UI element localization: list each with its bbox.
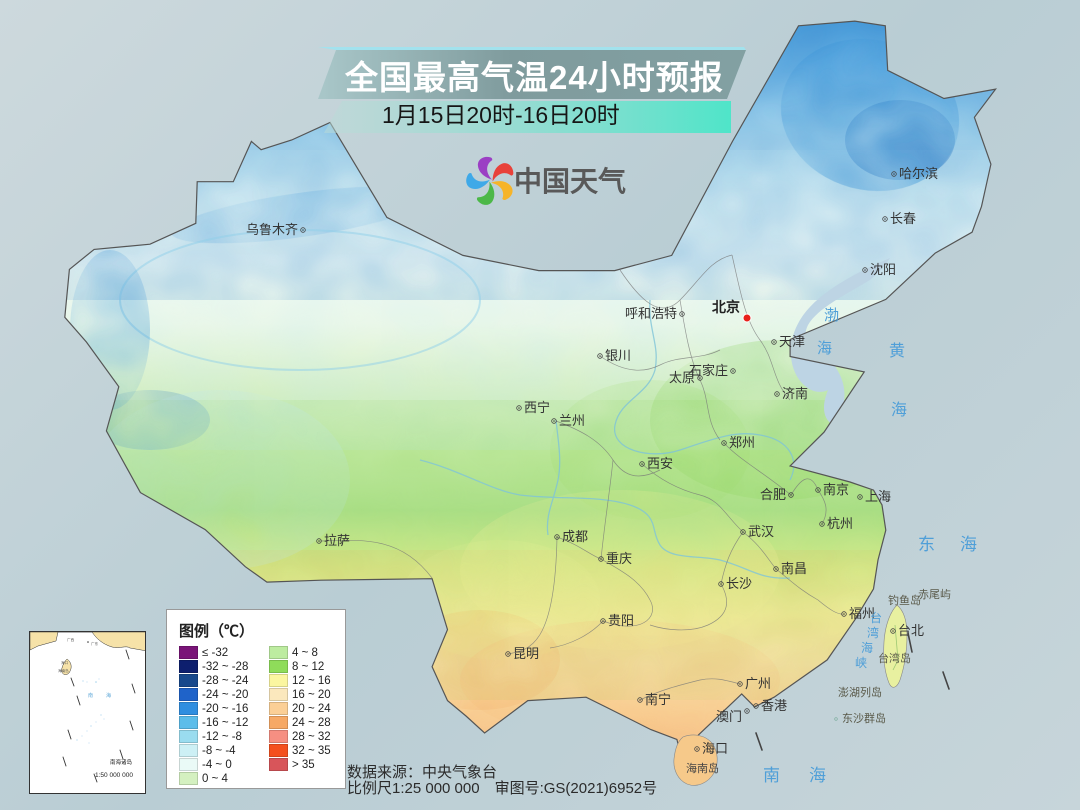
svg-text:海口: 海口 <box>702 741 728 756</box>
svg-text:成都: 成都 <box>562 529 588 544</box>
svg-text:海: 海 <box>861 640 873 655</box>
svg-text:海: 海 <box>817 340 832 357</box>
svg-text:全国最高气温24小时预报: 全国最高气温24小时预报 <box>344 59 724 96</box>
svg-text:济南: 济南 <box>782 386 808 401</box>
svg-text:拉萨: 拉萨 <box>324 533 350 548</box>
svg-text:重庆: 重庆 <box>606 551 632 566</box>
svg-text:1月15日20时-16日20时: 1月15日20时-16日20时 <box>382 102 620 128</box>
svg-text:乌鲁木齐: 乌鲁木齐 <box>246 222 298 237</box>
svg-text:南昌: 南昌 <box>781 561 807 576</box>
svg-text:海: 海 <box>891 401 907 419</box>
svg-text:呼和浩特: 呼和浩特 <box>625 306 677 321</box>
svg-text:数据来源：中央气象台: 数据来源：中央气象台 <box>347 764 497 781</box>
svg-text:东沙群岛: 东沙群岛 <box>842 711 886 725</box>
svg-text:南: 南 <box>763 766 780 785</box>
svg-text:南京: 南京 <box>823 482 849 497</box>
svg-text:杭州: 杭州 <box>827 516 853 531</box>
svg-text:渤: 渤 <box>824 307 839 324</box>
svg-text:沈阳: 沈阳 <box>870 262 896 277</box>
svg-text:湾: 湾 <box>867 625 879 640</box>
svg-text:赤尾屿: 赤尾屿 <box>918 588 951 601</box>
svg-text:北京: 北京 <box>712 299 740 315</box>
svg-text:海: 海 <box>809 766 826 785</box>
svg-text:澎湖列岛: 澎湖列岛 <box>838 685 882 699</box>
svg-text:上海: 上海 <box>865 489 891 504</box>
svg-text:中国天气: 中国天气 <box>514 166 626 197</box>
svg-text:香港: 香港 <box>761 698 787 713</box>
svg-text:长沙: 长沙 <box>726 576 752 591</box>
svg-text:昆明: 昆明 <box>513 646 539 661</box>
svg-text:天津: 天津 <box>779 334 805 349</box>
svg-text:澳门: 澳门 <box>716 709 742 724</box>
svg-text:合肥: 合肥 <box>760 487 786 502</box>
svg-text:银川: 银川 <box>605 348 631 363</box>
svg-text:太原: 太原 <box>669 370 695 385</box>
svg-text:武汉: 武汉 <box>748 524 774 539</box>
svg-text:哈尔滨: 哈尔滨 <box>899 166 938 181</box>
svg-text:兰州: 兰州 <box>559 413 585 428</box>
svg-text:台北: 台北 <box>898 623 924 638</box>
svg-text:郑州: 郑州 <box>729 435 755 450</box>
svg-text:西安: 西安 <box>647 456 673 471</box>
svg-text:海南岛: 海南岛 <box>686 761 719 775</box>
svg-text:西宁: 西宁 <box>524 400 550 415</box>
svg-text:长春: 长春 <box>890 211 916 226</box>
svg-text:海: 海 <box>960 535 977 554</box>
svg-text:台: 台 <box>870 610 882 625</box>
svg-text:黄: 黄 <box>889 342 905 360</box>
svg-text:台湾岛: 台湾岛 <box>878 651 911 665</box>
svg-text:东: 东 <box>918 535 935 554</box>
svg-text:贵阳: 贵阳 <box>608 613 634 628</box>
svg-text:钓鱼岛: 钓鱼岛 <box>888 593 921 607</box>
svg-text:广州: 广州 <box>745 676 771 691</box>
svg-text:南宁: 南宁 <box>645 692 671 707</box>
svg-text:比例尺1:25 000 000 审图号:GS(2021)69: 比例尺1:25 000 000 审图号:GS(2021)6952号 <box>347 780 657 797</box>
svg-text:峡: 峡 <box>855 656 867 670</box>
